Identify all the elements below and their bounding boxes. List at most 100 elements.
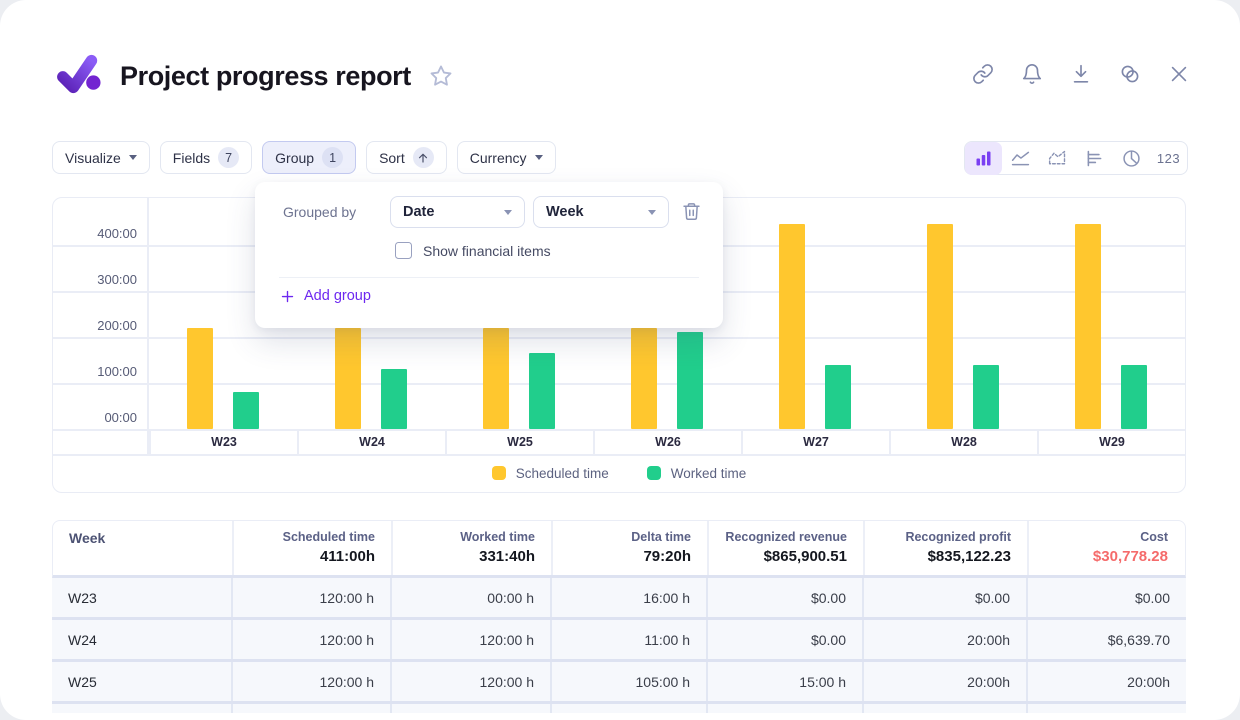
bar-worked-time-W27[interactable] (825, 364, 851, 429)
trash-icon[interactable] (681, 201, 702, 223)
y-tick-label: 00:00 (104, 410, 137, 425)
bar-scheduled-time-W27[interactable] (779, 224, 805, 429)
x-axis: W23 W24 W25 W26 W27 W28 W29 (53, 430, 1185, 456)
chevron-down-icon (534, 155, 543, 160)
table-cell: $6,639.70 (1026, 620, 1186, 659)
table-cell: 120:00 h (390, 662, 550, 701)
bar-scheduled-time-W29[interactable] (1075, 224, 1101, 429)
visualize-button[interactable]: Visualize (52, 141, 150, 174)
column-header-recognized-profit[interactable]: Recognized profit $835,122.23 (863, 521, 1027, 575)
arrow-up-icon (412, 147, 434, 168)
table-cell: 120:00 h (231, 620, 390, 659)
column-header-week[interactable]: Week (53, 521, 232, 575)
table-cell: 20:00h (1026, 662, 1186, 701)
column-header-recognized-revenue[interactable]: Recognized revenue $865,900.51 (707, 521, 863, 575)
gridline (53, 383, 1185, 385)
bar-pair (149, 327, 297, 429)
chevron-down-icon (128, 155, 137, 160)
x-axis-label-W25: W25 (445, 430, 593, 454)
bar-worked-time-W24[interactable] (381, 369, 407, 429)
legend-item-worked-time[interactable]: Worked time (646, 466, 746, 481)
column-label: Recognized profit (905, 530, 1011, 544)
bar-scheduled-time-W28[interactable] (927, 224, 953, 429)
y-tick-label: 100:00 (97, 364, 137, 379)
show-financial-items-checkbox[interactable]: Show financial items (395, 242, 551, 259)
checkbox-icon (395, 242, 412, 259)
merge-circles-icon[interactable] (1119, 63, 1141, 85)
bar-scheduled-time-W25[interactable] (483, 327, 509, 429)
column-total: $865,900.51 (763, 548, 847, 565)
bar-worked-time-W23[interactable] (233, 392, 259, 429)
chevron-down-icon (648, 209, 656, 215)
bar-worked-time-W29[interactable] (1121, 364, 1147, 429)
table-cell: W24 (68, 631, 97, 648)
y-tick-label: 300:00 (97, 272, 137, 287)
report-table: Week Scheduled time 411:00h Worked time 331:… (52, 520, 1186, 713)
table-cell: 00:00 h (390, 578, 550, 617)
column-label: Cost (1140, 530, 1168, 544)
table-cell: 105:00 h (550, 662, 706, 701)
column-header-scheduled-time[interactable]: Scheduled time 411:00h (232, 521, 391, 575)
chart-bars (149, 198, 1185, 429)
star-icon[interactable] (428, 63, 454, 89)
view-bar-chart-button[interactable] (965, 141, 1002, 175)
bar-pair (889, 224, 1037, 429)
grouped-by-label: Grouped by (283, 204, 357, 220)
column-label: Recognized revenue (725, 530, 847, 544)
legend-label: Scheduled time (515, 465, 609, 481)
x-axis-label-W27: W27 (741, 430, 889, 454)
sort-button[interactable]: Sort (366, 141, 447, 174)
close-icon[interactable] (1168, 63, 1190, 85)
column-header-cost[interactable]: Cost $30,778.28 (1027, 521, 1184, 575)
x-axis-label-W29: W29 (1037, 430, 1185, 454)
y-tick-label: 200:00 (97, 318, 137, 333)
currency-button[interactable]: Currency (456, 141, 556, 174)
bar-worked-time-W28[interactable] (973, 364, 999, 429)
column-label: Week (69, 530, 106, 546)
panel-divider (279, 277, 699, 278)
table-cell: W23 (68, 589, 97, 606)
table-cell (52, 704, 231, 713)
column-header-delta-time[interactable]: Delta time 79:20h (551, 521, 707, 575)
legend-item-scheduled-time[interactable]: Scheduled time (491, 465, 609, 481)
view-horizontal-bar-chart-button[interactable] (1076, 142, 1113, 175)
view-pie-chart-button[interactable] (1113, 142, 1150, 175)
bar-worked-time-W26[interactable] (677, 332, 703, 429)
notifications-bell-icon[interactable] (1021, 63, 1043, 85)
group-field-select[interactable]: Date (390, 196, 525, 228)
x-axis-label-W24: W24 (297, 430, 445, 454)
column-header-worked-time[interactable]: Worked time 331:40h (391, 521, 551, 575)
bar-scheduled-time-W24[interactable] (335, 327, 361, 429)
table-row-W23[interactable]: W23 120:00 h 00:00 h 16:00 h $0.00 $0.00 $0.00 (52, 578, 1186, 620)
x-axis-label-W28: W28 (889, 430, 1037, 454)
view-line-chart-button[interactable] (1002, 142, 1039, 175)
column-total: 331:40h (479, 548, 535, 565)
view-area-chart-button[interactable] (1039, 142, 1076, 175)
add-group-button[interactable]: Add group (280, 288, 371, 304)
link-icon[interactable] (972, 63, 994, 85)
column-total: 79:20h (643, 548, 691, 565)
download-icon[interactable] (1070, 63, 1092, 85)
fields-button[interactable]: Fields 7 (159, 141, 253, 174)
bar-group-W26 (593, 198, 741, 429)
bar-pair (1037, 224, 1185, 429)
group-bucket-select[interactable]: Week (533, 196, 669, 228)
toolbar: Visualize Fields 7 Group 1 Sort Currency (52, 141, 556, 174)
group-bucket-value: Week (546, 204, 584, 220)
gridline (53, 337, 1185, 339)
view-numbers-button[interactable]: 123 (1150, 142, 1187, 175)
bar-group-W29 (1037, 198, 1185, 429)
table-row-W24[interactable]: W24 120:00 h 120:00 h 11:00 h $0.00 20:00h $6,… (52, 620, 1186, 662)
bar-worked-time-W25[interactable] (529, 353, 555, 429)
bar-scheduled-time-W23[interactable] (187, 327, 213, 429)
report-header: Project progress report (57, 52, 454, 100)
group-button[interactable]: Group 1 (262, 141, 357, 174)
bar-scheduled-time-W26[interactable] (631, 327, 657, 429)
column-label: Worked time (460, 530, 535, 544)
table-row-W25[interactable]: W25 120:00 h 120:00 h 105:00 h 15:00 h 20:00h… (52, 662, 1186, 704)
column-total: $30,778.28 (1092, 548, 1168, 565)
x-axis-label-W23: W23 (149, 430, 297, 454)
y-tick-label: 400:00 (97, 226, 137, 241)
table-cell: $0.00 (862, 578, 1026, 617)
